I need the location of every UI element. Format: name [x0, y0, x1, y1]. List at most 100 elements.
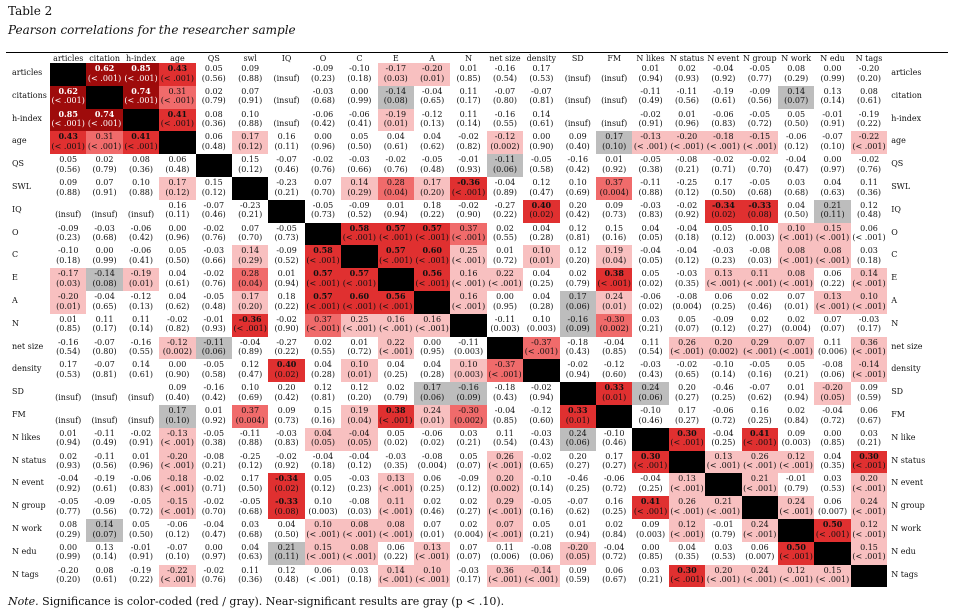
- r-value: 0.06: [823, 269, 842, 279]
- p-value: (0.07): [674, 324, 700, 334]
- row-header: QS: [12, 159, 25, 169]
- r-value: -0.05: [531, 497, 552, 507]
- p-value: (0.79): [565, 278, 590, 288]
- r-value: 0.21: [277, 542, 296, 552]
- p-value: (0.20): [420, 187, 445, 197]
- p-value: (0.27): [674, 392, 700, 402]
- p-value: (0.73): [274, 233, 299, 243]
- r-value: 0.20: [277, 383, 296, 393]
- correlation-cell: -0.06 (0.72): [596, 473, 632, 496]
- r-value: 0.17: [168, 178, 187, 187]
- r-value: -0.16: [567, 155, 589, 165]
- r-value: 0.07: [787, 337, 806, 347]
- r-value: 0.00: [532, 132, 551, 142]
- p-value: (< .001): [743, 529, 777, 539]
- p-value: (0.06): [565, 301, 590, 311]
- r-value: 0.02: [605, 520, 624, 529]
- correlation-cell: 0.24 (< .001): [741, 564, 778, 588]
- p-value: (0.91): [820, 119, 845, 129]
- correlation-cell: -0.11 (0.06): [486, 154, 524, 177]
- correlation-cell: 0.02 (0.55): [305, 337, 341, 360]
- p-value: (0.22): [274, 347, 299, 357]
- r-value: 0.13: [678, 474, 696, 484]
- p-value: (0.42): [128, 233, 154, 243]
- correlation-cell: 0.05 (0.02): [378, 428, 414, 451]
- row-header-right: FM: [891, 410, 905, 419]
- r-value: -0.11: [494, 314, 516, 324]
- r-value: -0.04: [57, 474, 79, 484]
- p-value: (0.92): [56, 483, 81, 493]
- p-value: (0.27): [456, 506, 481, 516]
- r-value: 0.12: [860, 200, 878, 210]
- row-header: E: [12, 273, 18, 283]
- r-value: -0.18: [567, 337, 589, 347]
- correlation-cell: -0.03 (0.43): [523, 428, 559, 451]
- p-value: (0.007): [818, 506, 848, 516]
- row-header-right: citation: [891, 90, 922, 100]
- r-value: 0.11: [641, 337, 660, 347]
- correlation-cell: 0.03 (0.21): [851, 428, 887, 451]
- p-value: (0.50): [784, 210, 809, 220]
- correlation-cell: -0.04 (0.12): [341, 451, 377, 474]
- r-value: 0.05: [678, 314, 696, 324]
- r-value: [268, 110, 304, 120]
- correlation-cell: 0.11 (0.006): [487, 542, 523, 565]
- r-value: 0.13: [823, 292, 842, 301]
- row-header: C: [12, 250, 19, 260]
- r-value: 0.16: [459, 269, 478, 279]
- p-value: (< .001): [415, 575, 449, 585]
- p-value: (0.61): [92, 575, 117, 585]
- p-value: (0.18): [347, 73, 372, 83]
- p-value: (0.61): [128, 369, 154, 379]
- r-value: 0.14: [132, 360, 150, 370]
- r-value: -0.19: [385, 109, 407, 119]
- r-value: 0.10: [532, 246, 551, 256]
- p-value: (0.12): [347, 461, 372, 471]
- correlation-cell: -0.33 (0.08): [741, 199, 778, 223]
- p-value: (0.41): [128, 255, 154, 265]
- correlation-cell: -0.04 (0.85): [487, 405, 523, 428]
- correlation-cell: -0.16 (0.42): [560, 154, 596, 177]
- column-header: IQ: [281, 54, 292, 63]
- p-value: (0.27): [674, 415, 700, 425]
- correlation-cell: 0.37 (< .001): [304, 313, 342, 337]
- correlation-cell: 0.01 (0.94): [778, 382, 814, 405]
- p-value: (insuf): [91, 415, 118, 425]
- correlation-cell: -0.06 (0.42): [305, 109, 341, 132]
- r-value: -0.14: [94, 269, 115, 279]
- correlation-cell: -0.04 (0.92): [50, 473, 86, 496]
- r-value: 0.12: [568, 246, 587, 256]
- p-value: (< .001): [633, 141, 668, 151]
- r-value: 0.16: [423, 314, 442, 324]
- r-value: 0.03: [860, 246, 878, 256]
- p-value: (0.12): [238, 141, 263, 151]
- p-value: (0.07): [784, 96, 809, 106]
- correlation-cell: 0.22 (< .001): [486, 268, 524, 291]
- p-value: (0.01): [602, 392, 627, 402]
- p-value: (0.92): [602, 164, 627, 174]
- p-value: (0.11): [165, 210, 190, 220]
- p-value: (0.01): [420, 73, 445, 83]
- p-value: (0.73): [274, 415, 299, 425]
- diagonal-cell: [50, 63, 87, 86]
- r-value: -0.06: [130, 474, 152, 484]
- p-value: (0.85): [638, 552, 663, 562]
- r-value: -0.10: [531, 474, 552, 484]
- correlation-cell: 0.37 (0.004): [596, 177, 633, 200]
- r-value: 0.21: [714, 497, 733, 507]
- row-header: citations: [12, 90, 47, 100]
- r-value: [50, 383, 86, 393]
- r-value: -0.16: [567, 314, 589, 324]
- r-value: 0.17: [59, 360, 78, 370]
- p-value: (0.10): [165, 415, 190, 425]
- correlation-cell: 0.01 (0.94): [378, 200, 414, 223]
- correlation-cell: 0.30 (< .001): [668, 564, 706, 588]
- r-value: -0.04: [640, 474, 661, 484]
- p-value: (0.50): [165, 255, 190, 265]
- p-value: (0.14): [92, 552, 117, 562]
- p-value: (insuf): [91, 210, 118, 220]
- correlation-cell: -0.06 (0.83): [123, 473, 159, 496]
- p-value: (0.28): [420, 369, 445, 379]
- correlation-cell: 0.62 (< .001): [50, 85, 87, 109]
- correlation-cell: -0.05 (0.48): [414, 154, 450, 177]
